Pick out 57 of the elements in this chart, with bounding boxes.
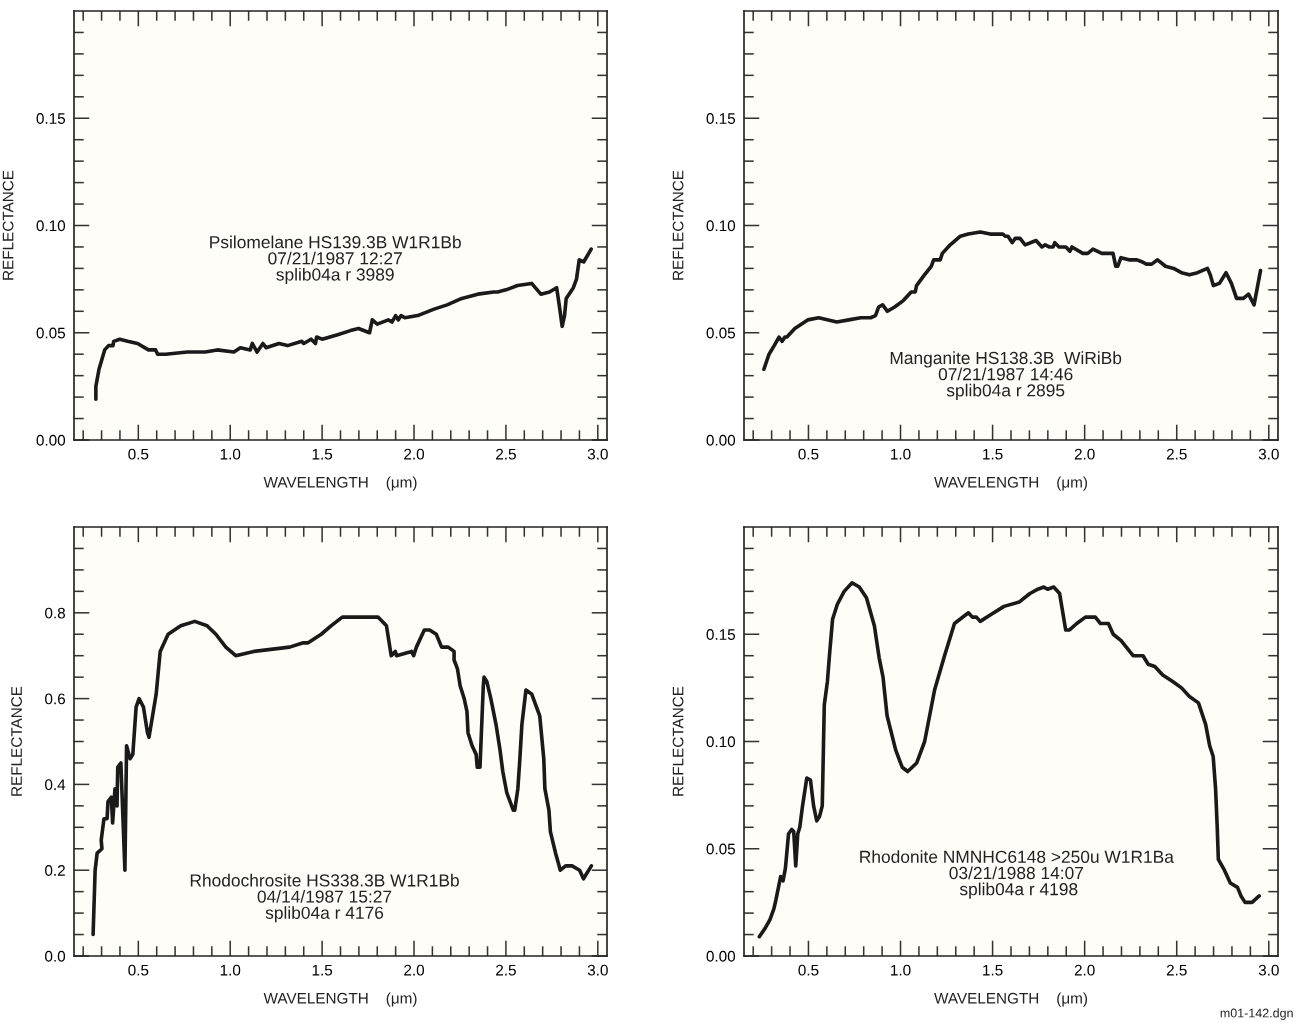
x-axis-title: WAVELENGTH (μm) (934, 992, 1088, 1007)
y-tick-label: 0.2 (45, 865, 65, 876)
x-tick-label: 2.5 (1166, 964, 1187, 976)
y-axis-title: REFLECTANCE (2, 170, 14, 280)
annotation: Manganite HS138.3B WiRiBb 07/21/1987 14:46 splib04a r 2895 (890, 351, 1122, 400)
line-series (91, 615, 594, 937)
annotation: Psilomelane HS139.3B W1R1Bb 07/21/1987 12:27 splib04a r 3989 (210, 235, 461, 285)
x-tick-label: 0.5 (798, 448, 819, 460)
y-tick-label: 0.10 (36, 220, 66, 232)
x-tick-label: 0.5 (128, 448, 149, 460)
y-tick-label: 0.8 (45, 607, 65, 619)
x-tick-label: 1.5 (983, 448, 1003, 460)
y-tick-label: 0.00 (36, 434, 66, 446)
y-tick-label: 0.15 (36, 113, 66, 124)
x-tick-label: 3.0 (587, 448, 608, 460)
y-tick-label: 0.15 (706, 113, 736, 124)
y-tick-label: 0.00 (706, 434, 736, 446)
x-axis-title: WAVELENGTH (μm) (263, 992, 417, 1007)
x-tick-label: 2.5 (496, 448, 516, 460)
y-tick-label: 0.00 (706, 950, 736, 962)
x-axis-title: WAVELENGTH (μm) (934, 476, 1088, 491)
x-tick-label: 1.0 (891, 964, 911, 976)
x-tick-label: 1.0 (220, 448, 241, 460)
x-tick-label: 2.0 (404, 964, 425, 976)
annotation: Rhodochrosite HS338.3B W1R1Bb 04/14/1987 15:27 splib04a r 4176 (190, 873, 459, 923)
x-tick-label: 1.0 (220, 964, 241, 976)
x-tick-label: 0.5 (798, 964, 819, 976)
y-tick-label: 0.05 (36, 327, 66, 339)
y-axis-title: REFLECTANCE (11, 686, 22, 796)
y-tick-label: 0.0 (45, 950, 66, 962)
x-axis-title: WAVELENGTH (μm) (263, 476, 417, 491)
x-tick-label: 2.0 (1074, 448, 1095, 460)
annotation: Rhodonite NMNHC6148 >250u W1R1Ba 03/21/1988 14:07 splib04a r 4198 (860, 850, 1174, 899)
y-axis-title: REFLECTANCE (672, 170, 684, 280)
y-tick-label: 0.10 (706, 736, 736, 748)
x-tick-label: 1.5 (983, 964, 1003, 976)
x-tick-label: 0.5 (128, 964, 149, 976)
line-series (94, 247, 593, 402)
y-tick-label: 0.6 (45, 693, 65, 705)
x-tick-label: 2.5 (1166, 448, 1187, 460)
y-tick-label: 0.4 (45, 779, 66, 791)
y-tick-label: 0.05 (706, 843, 736, 855)
x-tick-label: 1.5 (312, 448, 333, 460)
line-series (757, 580, 1262, 939)
y-tick-label: 0.10 (706, 220, 736, 232)
x-tick-label: 3.0 (587, 964, 608, 976)
x-tick-label: 2.0 (404, 448, 425, 460)
x-tick-label: 2.5 (496, 964, 516, 976)
x-tick-label: 2.0 (1074, 964, 1095, 976)
x-tick-label: 1.0 (891, 448, 911, 460)
text: m01-142.dgn (1220, 1008, 1293, 1020)
x-tick-label: 3.0 (1258, 448, 1279, 460)
x-tick-label: 3.0 (1258, 964, 1279, 976)
y-tick-label: 0.15 (706, 629, 736, 640)
y-tick-label: 0.05 (706, 327, 736, 339)
y-axis-title: REFLECTANCE (672, 686, 684, 796)
x-tick-label: 1.5 (312, 964, 333, 976)
